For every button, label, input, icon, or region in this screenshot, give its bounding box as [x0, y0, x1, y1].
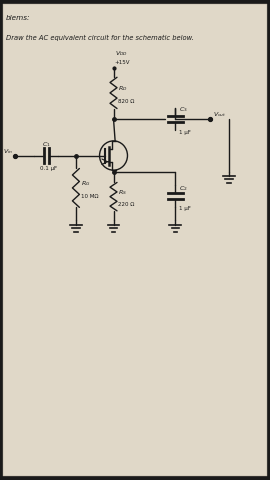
Text: 220 Ω: 220 Ω — [118, 203, 135, 207]
Text: $V_{out}$: $V_{out}$ — [213, 110, 227, 119]
Text: $C_2$: $C_2$ — [179, 184, 188, 193]
Text: 1 μF: 1 μF — [179, 130, 191, 134]
Text: $C_3$: $C_3$ — [179, 105, 188, 114]
Text: +15V: +15V — [115, 60, 130, 65]
Text: $R_D$: $R_D$ — [118, 84, 128, 93]
Text: 820 Ω: 820 Ω — [118, 99, 135, 104]
Text: $V_{DD}$: $V_{DD}$ — [115, 49, 128, 59]
Text: 10 MΩ: 10 MΩ — [81, 194, 98, 199]
Text: $R_S$: $R_S$ — [118, 188, 127, 197]
Text: 1 μF: 1 μF — [179, 206, 191, 211]
Text: blems:: blems: — [6, 15, 31, 22]
Text: $R_G$: $R_G$ — [81, 179, 90, 188]
Text: 0.1 μF: 0.1 μF — [40, 166, 58, 171]
Text: $V_{in}$: $V_{in}$ — [4, 147, 13, 156]
FancyBboxPatch shape — [4, 3, 266, 477]
Text: Draw the AC equivalent circuit for the schematic below.: Draw the AC equivalent circuit for the s… — [6, 35, 194, 41]
Text: $C_1$: $C_1$ — [42, 141, 51, 149]
